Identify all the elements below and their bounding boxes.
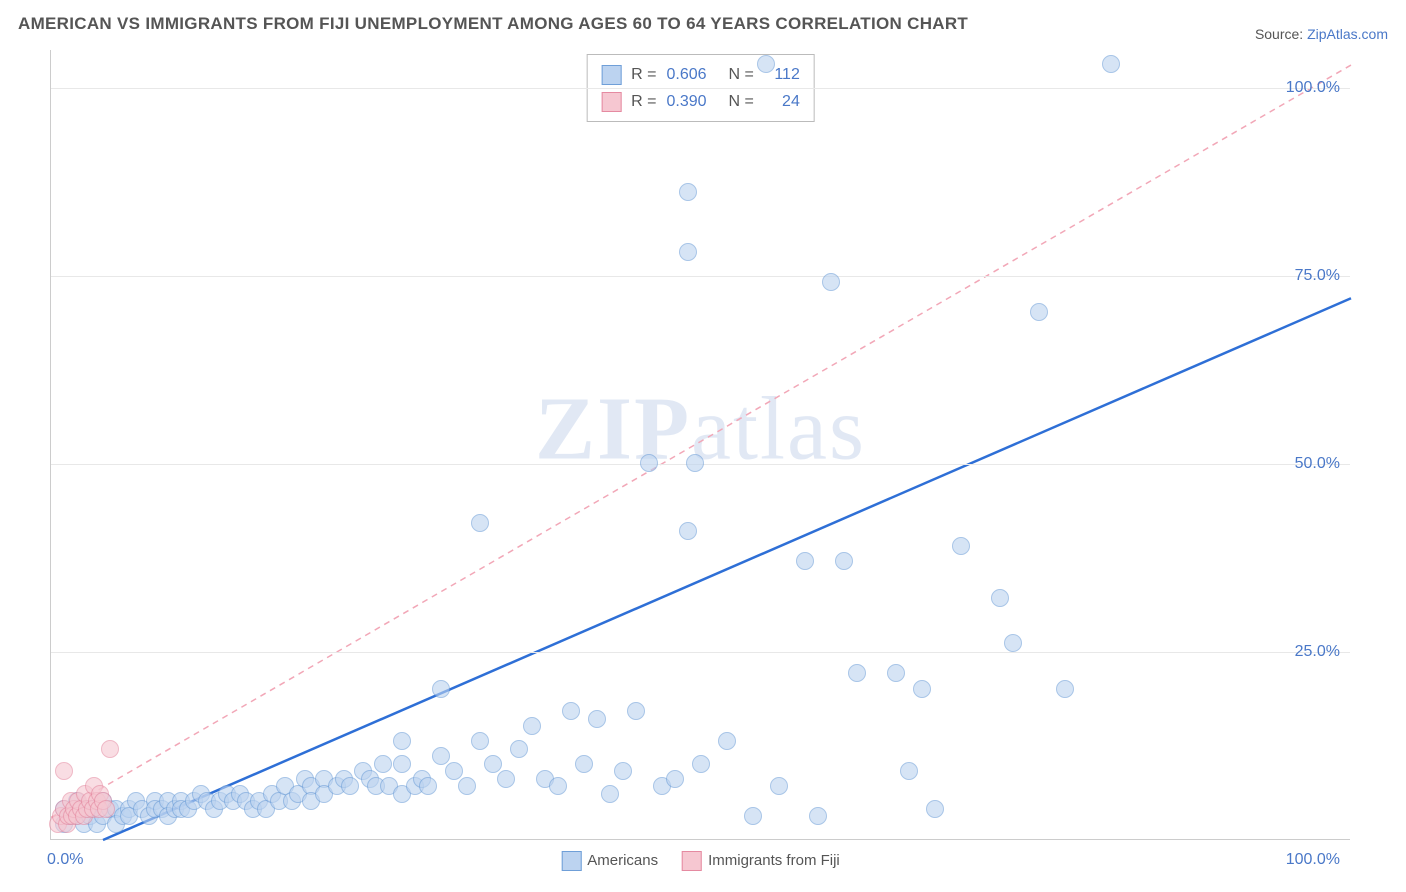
data-point [900, 762, 918, 780]
legend-swatch [682, 851, 702, 871]
data-point [510, 740, 528, 758]
data-point [497, 770, 515, 788]
data-point [679, 522, 697, 540]
data-point [458, 777, 476, 795]
data-point [991, 589, 1009, 607]
data-point [614, 762, 632, 780]
data-point [101, 740, 119, 758]
data-point [796, 552, 814, 570]
stats-n-label: N = [729, 88, 754, 115]
data-point [484, 755, 502, 773]
data-point [601, 785, 619, 803]
data-point [374, 755, 392, 773]
scatter-plot: ZIPatlas R =0.606N =112R =0.390N =24 Ame… [50, 50, 1350, 840]
data-point [97, 800, 115, 818]
stats-r-value: 0.390 [667, 88, 719, 115]
data-point [640, 454, 658, 472]
legend-swatch [601, 92, 621, 112]
trend-line [51, 65, 1351, 817]
data-point [55, 762, 73, 780]
data-point [666, 770, 684, 788]
trend-lines-layer [51, 50, 1350, 839]
data-point [1102, 55, 1120, 73]
data-point [393, 755, 411, 773]
data-point [471, 732, 489, 750]
data-point [679, 183, 697, 201]
data-point [952, 537, 970, 555]
y-tick-label: 75.0% [1295, 267, 1340, 285]
data-point [913, 680, 931, 698]
data-point [523, 717, 541, 735]
data-point [393, 732, 411, 750]
y-tick-label: 25.0% [1295, 643, 1340, 661]
y-tick-label: 100.0% [1286, 79, 1340, 97]
stats-r-value: 0.606 [667, 61, 719, 88]
gridline [51, 276, 1350, 277]
data-point [419, 777, 437, 795]
source-label: Source: [1255, 26, 1307, 42]
trend-line [103, 298, 1351, 840]
legend-swatch [561, 851, 581, 871]
data-point [822, 273, 840, 291]
data-point [575, 755, 593, 773]
source-credit: Source: ZipAtlas.com [1255, 26, 1388, 42]
data-point [549, 777, 567, 795]
data-point [757, 55, 775, 73]
data-point [432, 680, 450, 698]
source-link[interactable]: ZipAtlas.com [1307, 26, 1388, 42]
stats-r-label: R = [631, 61, 656, 88]
data-point [835, 552, 853, 570]
data-point [1056, 680, 1074, 698]
data-point [1030, 303, 1048, 321]
data-point [562, 702, 580, 720]
data-point [926, 800, 944, 818]
stats-n-label: N = [729, 61, 754, 88]
x-tick-min: 0.0% [47, 851, 83, 869]
legend-label: Americans [587, 852, 658, 869]
gridline [51, 652, 1350, 653]
stats-n-value: 24 [764, 88, 800, 115]
data-point [744, 807, 762, 825]
data-point [445, 762, 463, 780]
legend-item: Immigrants from Fiji [682, 851, 840, 871]
chart-title: AMERICAN VS IMMIGRANTS FROM FIJI UNEMPLO… [18, 14, 968, 34]
data-point [471, 514, 489, 532]
x-tick-max: 100.0% [1286, 851, 1340, 869]
data-point [679, 243, 697, 261]
stats-legend-row: R = 0.390 N = 24 [601, 88, 800, 115]
data-point [1004, 634, 1022, 652]
legend-label: Immigrants from Fiji [708, 852, 840, 869]
data-point [887, 664, 905, 682]
legend-item: Americans [561, 851, 658, 871]
data-point [718, 732, 736, 750]
data-point [692, 755, 710, 773]
legend-swatch [601, 65, 621, 85]
data-point [627, 702, 645, 720]
data-point [809, 807, 827, 825]
data-point [432, 747, 450, 765]
data-point [848, 664, 866, 682]
data-point [770, 777, 788, 795]
series-legend: Americans Immigrants from Fiji [561, 851, 840, 871]
gridline [51, 88, 1350, 89]
y-tick-label: 50.0% [1295, 455, 1340, 473]
data-point [588, 710, 606, 728]
data-point [686, 454, 704, 472]
stats-r-label: R = [631, 88, 656, 115]
data-point [341, 777, 359, 795]
